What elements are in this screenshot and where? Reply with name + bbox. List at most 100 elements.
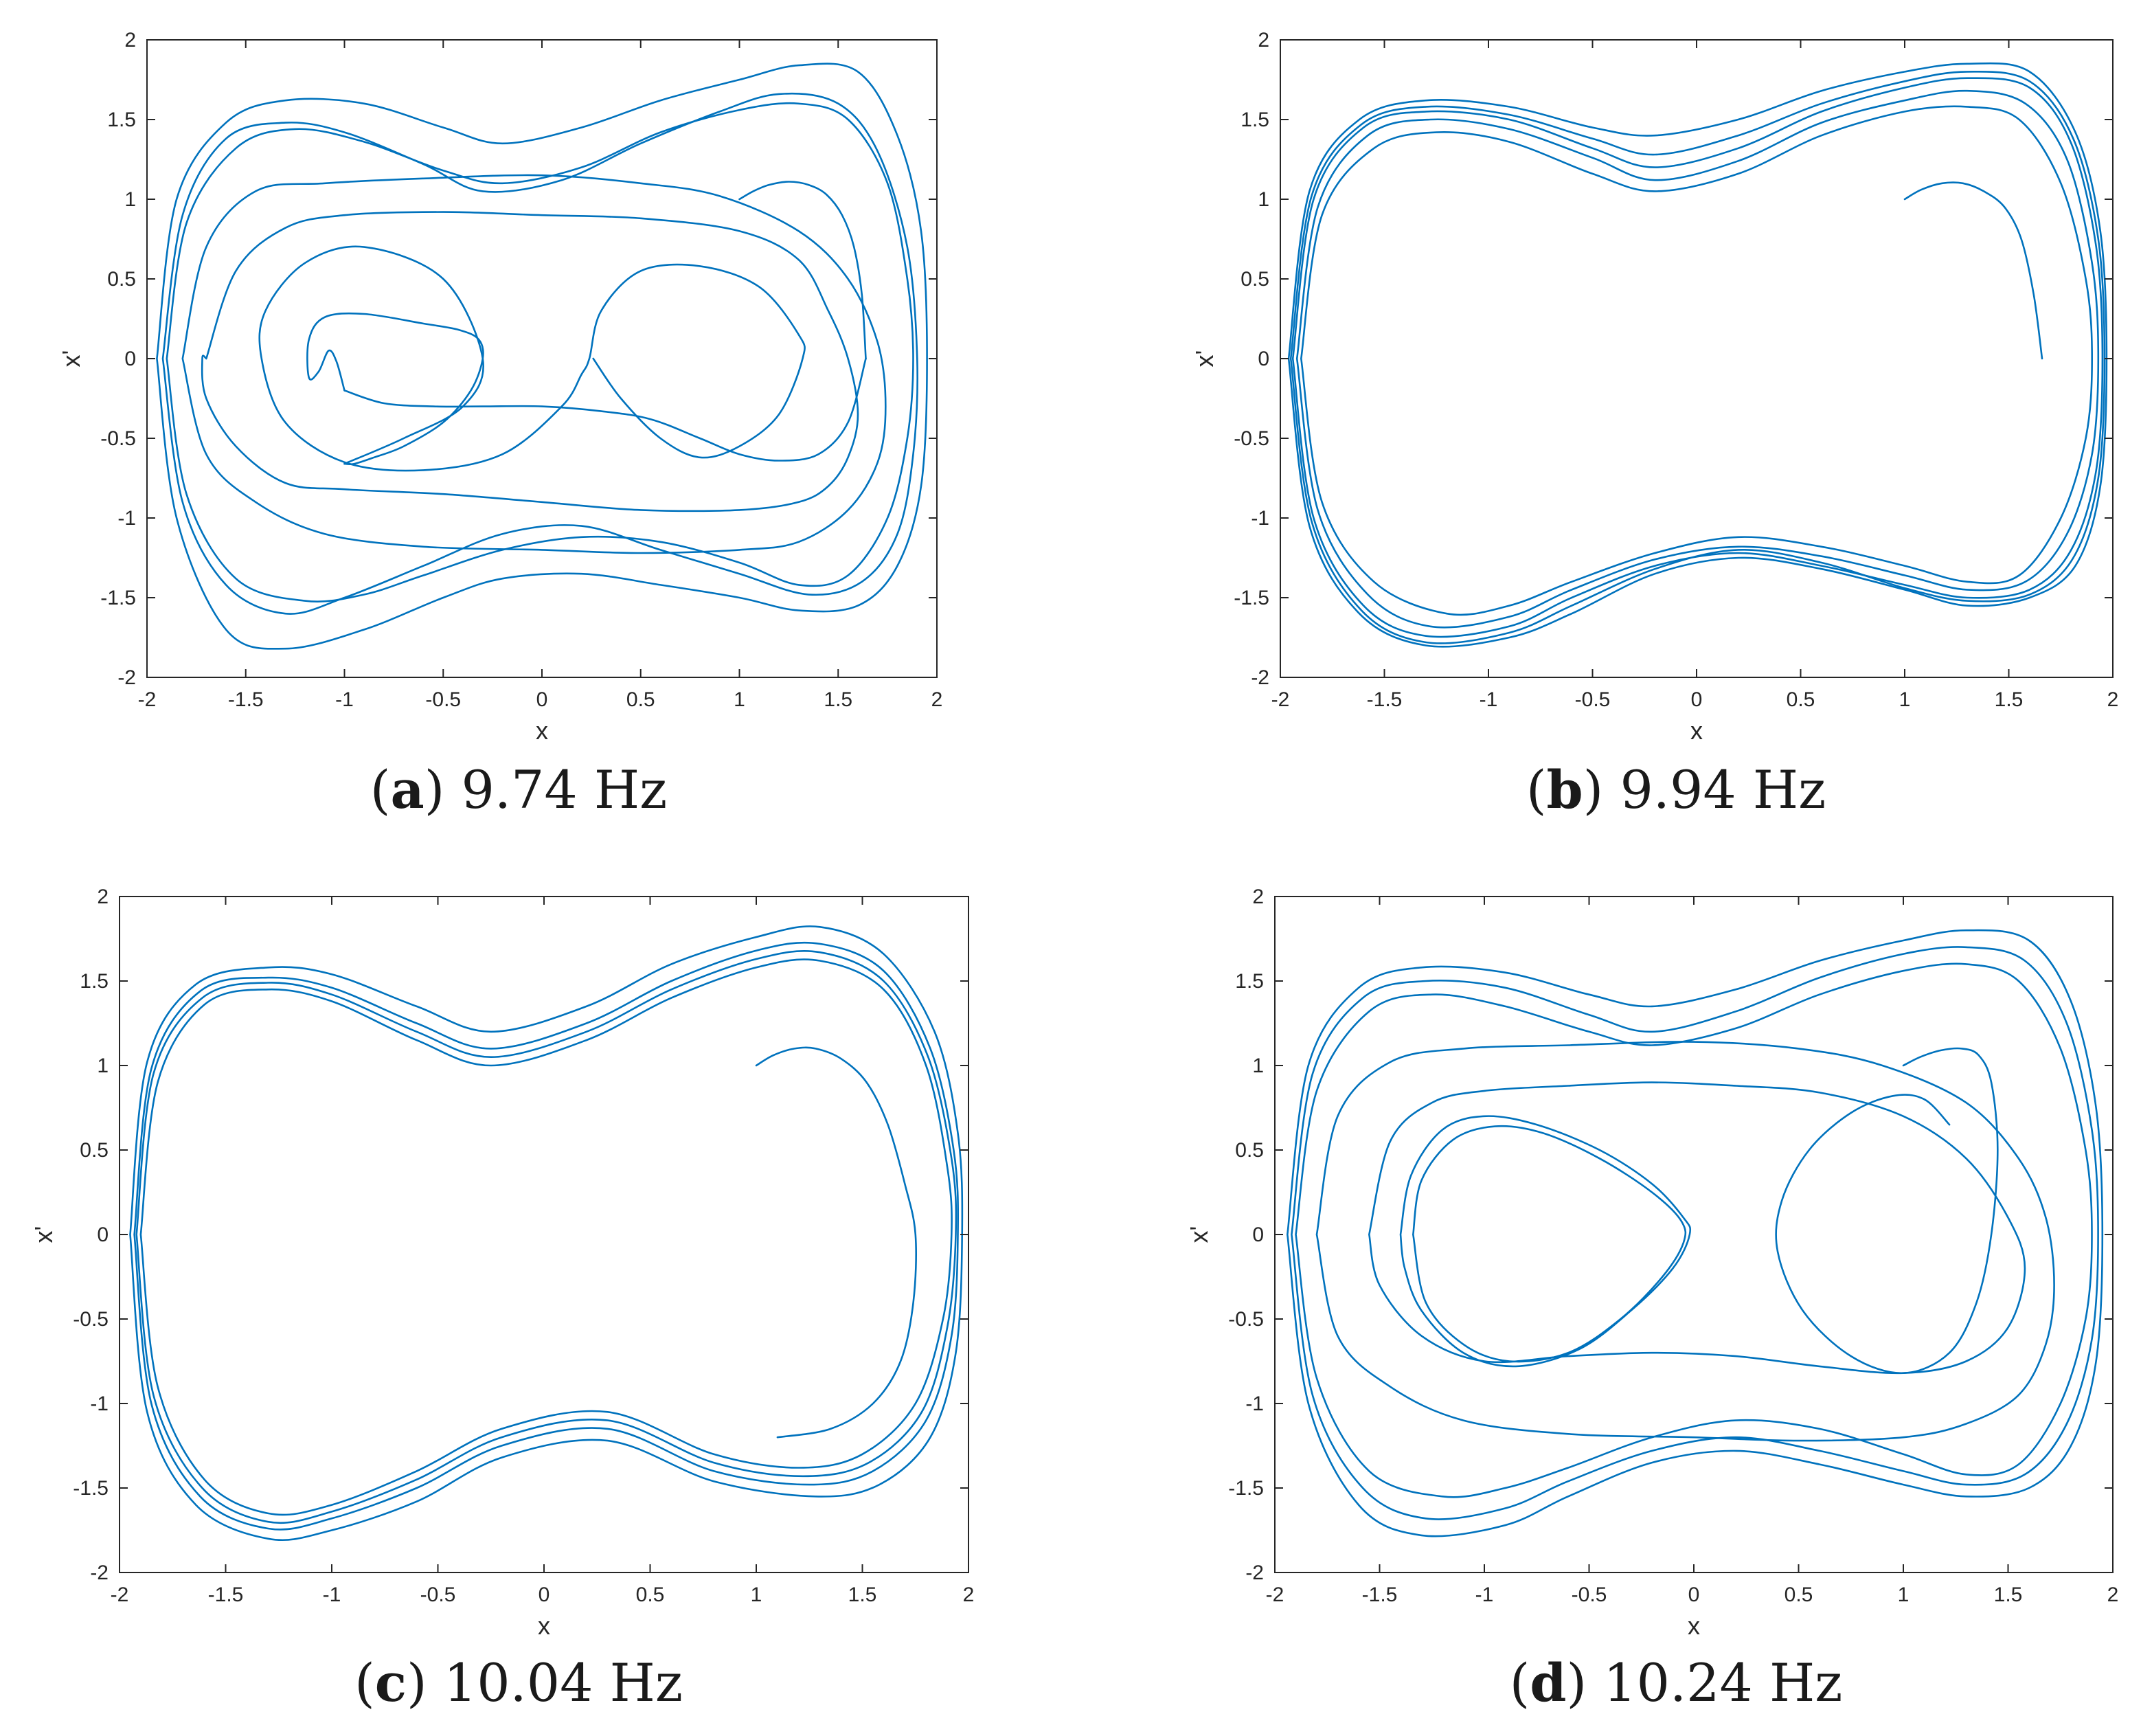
series-line-c-2 [133,941,960,1531]
x-tick-label-d-0: -2 [1266,1583,1284,1606]
series-line-d-6 [1287,929,2104,1537]
y-tick-label-b-2: -1 [1251,507,1269,530]
series-line-d-3 [1368,1081,2026,1375]
series-line-a-0 [738,181,867,360]
y-tick-label-c-8: 2 [97,886,109,908]
trajectory-d [1287,929,2104,1537]
y-axis-label-c: x' [30,1226,58,1243]
y-tick-label-a-6: 1 [124,188,136,211]
y-tick-label-b-3: -0.5 [1234,427,1269,450]
x-tick-label-d-5: 0.5 [1785,1583,1813,1606]
panel-c: -2 -1.5 -1 -0.5 0 0.5 1 1.5 2 -2 -1.5 -1 -0.5 0 0.5 1 1.… [30,886,974,1640]
x-tick-label-a-1: -1.5 [228,688,264,711]
y-tick-label-a-8: 2 [124,29,136,52]
y-tick-label-c-1: -1.5 [73,1477,109,1500]
series-line-a-7 [161,92,918,615]
y-tick-label-c-0: -2 [90,1562,109,1584]
x-tick-label-d-6: 1 [1898,1583,1910,1606]
y-tick-label-b-6: 1 [1258,188,1269,211]
series-line-d-0 [1775,1047,1999,1375]
axes-frame-a [146,39,938,678]
y-tick-label-a-3: -0.5 [100,427,136,450]
y-tick-label-c-2: -1 [90,1393,109,1415]
series-line-d-5 [1295,962,2093,1498]
x-tick-label-a-4: 0 [536,688,548,711]
y-tick-label-b-8: 2 [1258,29,1269,52]
axes-frame-c [119,896,969,1573]
x-tick-label-a-7: 1.5 [824,688,852,711]
x-tick-label-c-5: 0.5 [636,1583,665,1606]
series-line-d-2 [1412,1125,1687,1363]
series-line-d-7 [1291,946,2099,1520]
x-tick-label-c-6: 1 [751,1583,762,1606]
y-axis-label-b: x' [1190,350,1219,368]
y-axis-label-a: x' [57,350,85,368]
x-tick-label-a-8: 2 [931,688,943,711]
x-tick-label-d-2: -1 [1475,1583,1494,1606]
y-tick-label-d-1: -1.5 [1228,1477,1264,1500]
x-tick-label-d-4: 0 [1688,1583,1700,1606]
series-line-b-4 [1295,89,2100,629]
caption-c: (c) 10.04 Hz [354,1652,683,1713]
y-tick-label-d-0: -2 [1245,1562,1264,1584]
x-tick-label-c-1: -1.5 [208,1583,244,1606]
y-tick-label-b-4: 0 [1258,348,1269,370]
x-tick-label-b-2: -1 [1480,688,1498,711]
x-tick-label-b-0: -2 [1271,688,1290,711]
x-tick-label-a-0: -2 [138,688,157,711]
series-line-d-1 [1399,1115,1692,1368]
x-axis-label-d: x [1688,1612,1700,1640]
y-tick-label-b-5: 0.5 [1240,268,1269,291]
series-line-c-4 [135,949,958,1524]
x-tick-label-a-6: 1 [734,688,745,711]
series-line-c-1 [139,958,953,1516]
x-axis-label-c: x [538,1612,550,1640]
y-tick-label-b-7: 1.5 [1240,109,1269,131]
y-tick-label-c-4: 0 [97,1224,109,1246]
caption-a: (a) 9.74 Hz [370,759,668,820]
y-tick-label-c-7: 1.5 [80,970,109,993]
series-line-a-1 [343,357,867,462]
series-line-d-4 [1315,1041,2055,1442]
x-tick-label-b-6: 1 [1899,688,1911,711]
x-axis-label-a: x [536,717,548,745]
series-line-a-4 [201,211,859,512]
trajectory-a [156,63,928,650]
x-tick-label-b-3: -0.5 [1575,688,1611,711]
series-line-b-2 [1291,77,2104,638]
y-tick-label-a-0: -2 [117,666,136,689]
panel-b: -2 -1.5 -1 -0.5 0 0.5 1 1.5 2 -2 -1.5 -1 -0.5 0 0.5 1 1.… [1190,29,2118,745]
x-axis-label-b: x [1690,717,1703,745]
x-tick-label-d-3: -0.5 [1572,1583,1607,1606]
y-tick-label-d-6: 1 [1252,1055,1264,1077]
x-tick-label-a-5: 0.5 [626,688,655,711]
x-tick-label-c-8: 2 [963,1583,975,1606]
x-tick-label-c-4: 0 [539,1583,550,1606]
panel-d: -2 -1.5 -1 -0.5 0 0.5 1 1.5 2 -2 -1.5 -1 -0.5 0 0.5 1 1.… [1185,886,2118,1640]
series-line-b-1 [1300,105,2093,616]
y-tick-label-a-4: 0 [124,348,136,370]
y-axis-label-d: x' [1185,1226,1213,1243]
series-line-a-8 [156,63,928,650]
series-line-a-2 [306,312,484,466]
y-tick-label-c-6: 1 [97,1055,109,1077]
y-tick-label-c-3: -0.5 [73,1308,109,1331]
series-line-a-5 [181,174,887,554]
y-tick-label-d-7: 1.5 [1235,970,1264,993]
caption-d: (d) 10.24 Hz [1509,1652,1843,1713]
x-tick-label-a-3: -0.5 [425,688,461,711]
x-tick-label-b-8: 2 [2107,688,2119,711]
x-tick-label-b-4: 0 [1691,688,1703,711]
x-tick-label-c-2: -1 [323,1583,341,1606]
series-line-b-0 [1903,181,2043,360]
caption-b: (b) 9.94 Hz [1526,759,1826,820]
series-line-b-3 [1287,62,2108,648]
y-tick-label-b-1: -1.5 [1234,587,1269,609]
y-tick-label-d-5: 0.5 [1235,1139,1264,1162]
panel-a: -2 -1.5 -1 -0.5 0 0.5 1 1.5 2 -2 -1.5 -1 -0.5 0 0.5 1 1.… [57,29,942,745]
y-tick-label-a-1: -1.5 [100,587,136,609]
y-tick-label-a-7: 1.5 [107,109,136,131]
y-tick-label-a-5: 0.5 [107,268,136,291]
y-tick-label-d-8: 2 [1252,886,1264,908]
